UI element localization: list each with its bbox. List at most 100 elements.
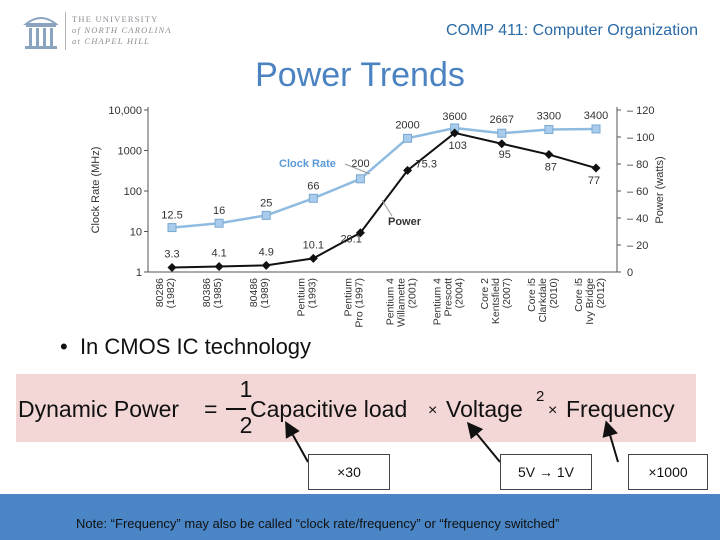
formula-highlight bbox=[16, 374, 696, 442]
legend-power: Power bbox=[388, 216, 422, 228]
fraction-numerator: 1 bbox=[239, 376, 253, 402]
bullet-point: • In CMOS IC technology bbox=[60, 334, 311, 360]
university-line-1: THE UNIVERSITY bbox=[72, 14, 159, 24]
power-data-label: 3.3 bbox=[164, 249, 179, 261]
clock-rate-point bbox=[261, 210, 271, 220]
clock-rate-point bbox=[167, 223, 177, 233]
right-axis-label: Power (watts) bbox=[654, 156, 666, 223]
x-tick-label: 80486(1989) bbox=[248, 278, 271, 309]
clock-rate-data-label: 25 bbox=[260, 197, 272, 209]
power-point bbox=[214, 261, 224, 271]
x-tick-label: Core i5Ivy Bridge(2012) bbox=[573, 278, 607, 325]
course-title: COMP 411: Computer Organization bbox=[446, 22, 698, 39]
university-line-2: of NORTH CAROLINA bbox=[72, 25, 172, 35]
clock-rate-data-label: 16 bbox=[213, 205, 225, 217]
power-point bbox=[308, 253, 318, 263]
unc-logo: THE UNIVERSITY of NORTH CAROLINA at CHAP… bbox=[20, 10, 185, 52]
callout-capacitive: ×30 bbox=[308, 454, 390, 490]
right-tick-label: – 100 bbox=[627, 132, 655, 144]
left-tick-label: 10 bbox=[130, 227, 142, 239]
x-tick-label: Core i5Clarkdale(2010) bbox=[526, 278, 560, 323]
dynamic-power-formula: Dynamic Power = 1 2 Capacitive load × Vo… bbox=[18, 376, 698, 442]
footer-bar bbox=[0, 494, 720, 540]
power-line bbox=[171, 131, 597, 269]
power-point bbox=[403, 165, 413, 175]
x-tick-label: 80386(1985) bbox=[201, 278, 224, 309]
clock-rate-point bbox=[544, 125, 554, 135]
university-line-3: at CHAPEL HILL bbox=[72, 36, 151, 46]
arrow-voltage bbox=[466, 421, 501, 463]
power-data-label: 95 bbox=[499, 149, 511, 161]
formula-times-2: × bbox=[548, 402, 558, 419]
clock-rate-data-label: 200 bbox=[351, 158, 369, 170]
clock-rate-data-label: 2000 bbox=[395, 119, 419, 131]
clock-rate-line bbox=[171, 126, 597, 229]
power-data-label: 87 bbox=[545, 162, 557, 174]
x-tick-label: Pentium(1993) bbox=[295, 278, 318, 317]
clock-rate-point bbox=[497, 128, 507, 138]
legend-clock-rate: Clock Rate bbox=[279, 158, 336, 170]
x-tick-label: Pentium 4Willamette(2001) bbox=[385, 278, 419, 327]
power-data-label: 29.1 bbox=[340, 234, 361, 246]
left-tick-label: 1000 bbox=[118, 146, 142, 158]
formula-voltage: Voltage bbox=[446, 396, 523, 422]
power-data-label: 4.1 bbox=[211, 247, 226, 259]
left-tick-label: 100 bbox=[124, 186, 142, 198]
arrow-capacitive bbox=[285, 421, 309, 463]
power-point bbox=[450, 128, 460, 138]
right-tick-label: – 120 bbox=[627, 105, 655, 117]
formula-equals: = bbox=[204, 396, 218, 422]
clock-rate-point bbox=[214, 218, 224, 228]
right-tick-label: – 40 bbox=[627, 213, 648, 225]
old-well-icon bbox=[23, 17, 59, 49]
x-tick-label: PentiumPro (1997) bbox=[342, 278, 365, 328]
clock-rate-data-label: 3300 bbox=[537, 111, 561, 123]
clock-rate-data-label: 3600 bbox=[442, 111, 466, 123]
right-tick-label: – 20 bbox=[627, 240, 648, 252]
bullet-text: In CMOS IC technology bbox=[79, 334, 312, 359]
power-point bbox=[497, 139, 507, 149]
x-tick-label: Pentium 4Prescott(2004) bbox=[432, 278, 466, 325]
formula-exponent: 2 bbox=[536, 388, 545, 405]
power-data-label: 4.9 bbox=[259, 246, 274, 258]
clock-rate-data-label: 3400 bbox=[584, 110, 608, 122]
clock-rate-data-label: 12.5 bbox=[161, 210, 182, 222]
left-axis-label: Clock Rate (MHz) bbox=[90, 147, 102, 234]
legend-power-leader bbox=[381, 199, 393, 217]
power-point bbox=[355, 228, 365, 238]
clock-rate-point bbox=[591, 124, 601, 134]
power-data-label: 77 bbox=[588, 175, 600, 187]
power-data-label: 75.3 bbox=[416, 158, 437, 170]
footer-note: Note: “Frequency” may also be called “cl… bbox=[76, 516, 560, 531]
clock-rate-data-label: 2667 bbox=[490, 114, 514, 126]
arrow-frequency bbox=[602, 420, 619, 463]
formula-frequency: Frequency bbox=[566, 396, 675, 422]
clock-rate-data-label: 66 bbox=[307, 180, 319, 192]
clock-rate-point bbox=[308, 193, 318, 203]
clock-rate-point bbox=[403, 133, 413, 143]
formula-capacitive-load: Capacitive load bbox=[250, 396, 408, 422]
legend-clock-rate-leader bbox=[344, 163, 371, 175]
power-point bbox=[544, 150, 554, 160]
x-tick-label: Core 2Kentsfield(2007) bbox=[479, 278, 513, 324]
page-title: Power Trends bbox=[255, 56, 465, 94]
x-tick-label: 80286(1982) bbox=[154, 278, 177, 309]
formula-times-1: × bbox=[428, 402, 438, 419]
right-tick-label: 0 bbox=[627, 267, 633, 279]
bullet-icon: • bbox=[60, 334, 68, 359]
power-point bbox=[261, 260, 271, 270]
power-trends-chart: 1 10 100 1000 10,000 0 – 20 – 40 – 60 – 80 – 100 – … bbox=[90, 105, 666, 328]
callout-frequency: ×1000 bbox=[628, 454, 708, 490]
callout-voltage: 5V → 1V bbox=[500, 454, 592, 490]
clock-rate-point bbox=[355, 174, 365, 184]
power-point bbox=[591, 163, 601, 173]
left-tick-label: 10,000 bbox=[108, 105, 142, 117]
right-tick-label: – 60 bbox=[627, 186, 648, 198]
power-data-label: 103 bbox=[448, 140, 466, 152]
formula-lhs: Dynamic Power bbox=[18, 396, 180, 422]
power-point bbox=[167, 263, 177, 273]
fraction-denominator: 2 bbox=[239, 412, 253, 438]
power-data-label: 10.1 bbox=[303, 239, 324, 251]
left-tick-label: 1 bbox=[136, 267, 142, 279]
